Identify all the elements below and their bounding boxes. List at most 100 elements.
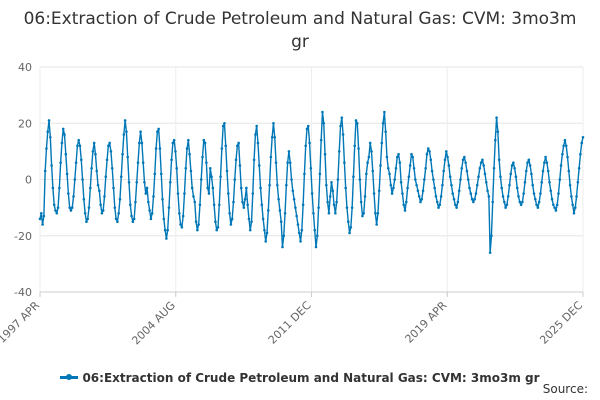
data-point[interactable] (423, 178, 426, 181)
data-point[interactable] (265, 231, 269, 235)
data-point[interactable] (573, 206, 577, 209)
data-point[interactable] (118, 197, 122, 201)
data-point[interactable] (435, 200, 439, 204)
data-point[interactable] (528, 164, 532, 167)
data-point[interactable] (219, 175, 222, 178)
data-point[interactable] (392, 186, 395, 190)
data-point[interactable] (317, 206, 320, 209)
data-point[interactable] (170, 158, 173, 162)
data-point[interactable] (196, 228, 199, 232)
data-point[interactable] (72, 195, 75, 198)
data-point[interactable] (327, 211, 331, 215)
data-point[interactable] (493, 138, 497, 142)
data-point[interactable] (116, 220, 119, 223)
source-label[interactable]: Source: (542, 382, 588, 396)
data-point[interactable] (433, 186, 436, 190)
data-point[interactable] (517, 195, 520, 198)
data-point[interactable] (192, 195, 195, 198)
data-point[interactable] (243, 197, 247, 201)
data-point[interactable] (285, 183, 288, 187)
data-point[interactable] (198, 203, 202, 207)
data-point[interactable] (540, 181, 544, 184)
data-point[interactable] (46, 130, 50, 133)
data-point[interactable] (326, 200, 329, 204)
data-point[interactable] (495, 116, 498, 119)
data-point[interactable] (172, 138, 176, 142)
data-point[interactable] (224, 144, 228, 148)
data-point[interactable] (74, 161, 78, 164)
data-point[interactable] (365, 172, 368, 176)
data-point[interactable] (429, 158, 433, 162)
data-point[interactable] (291, 189, 295, 193)
data-point[interactable] (215, 228, 218, 232)
data-point[interactable] (452, 197, 456, 201)
data-point[interactable] (335, 200, 338, 204)
data-point[interactable] (256, 141, 260, 145)
data-point[interactable] (234, 158, 238, 162)
data-point[interactable] (339, 124, 342, 128)
data-point[interactable] (553, 206, 556, 209)
data-point[interactable] (490, 234, 493, 238)
data-point[interactable] (297, 231, 301, 235)
data-point[interactable] (313, 228, 317, 232)
data-point[interactable] (570, 195, 573, 198)
data-point[interactable] (68, 206, 71, 209)
data-point[interactable] (77, 138, 80, 142)
data-point[interactable] (276, 183, 279, 187)
series-line[interactable] (39, 111, 584, 254)
data-point[interactable] (266, 209, 270, 212)
data-point[interactable] (330, 181, 333, 184)
data-point[interactable] (362, 211, 366, 215)
data-point[interactable] (272, 121, 275, 125)
data-point[interactable] (252, 158, 256, 162)
data-point[interactable] (543, 161, 546, 164)
data-point[interactable] (386, 166, 390, 170)
data-point[interactable] (322, 121, 326, 125)
data-point[interactable] (513, 166, 516, 170)
data-point[interactable] (425, 152, 429, 156)
data-point[interactable] (306, 124, 310, 128)
data-point[interactable] (153, 172, 157, 176)
data-point[interactable] (94, 152, 97, 156)
data-point[interactable] (143, 181, 146, 184)
data-point[interactable] (380, 141, 384, 145)
data-point[interactable] (110, 166, 114, 170)
data-point[interactable] (483, 172, 487, 176)
data-point[interactable] (410, 152, 413, 156)
data-point[interactable] (184, 166, 188, 170)
data-point[interactable] (319, 138, 323, 142)
data-point[interactable] (438, 203, 442, 207)
data-point[interactable] (526, 161, 529, 164)
data-point[interactable] (450, 183, 453, 187)
data-point[interactable] (446, 155, 449, 159)
data-point[interactable] (47, 119, 51, 122)
data-point[interactable] (370, 150, 373, 153)
data-point[interactable] (76, 144, 79, 148)
data-point[interactable] (473, 197, 476, 201)
data-point[interactable] (299, 240, 302, 243)
data-point[interactable] (344, 186, 347, 190)
data-point[interactable] (58, 186, 61, 190)
data-point[interactable] (41, 223, 44, 226)
data-point[interactable] (477, 175, 480, 178)
data-point[interactable] (214, 220, 217, 223)
data-point[interactable] (295, 214, 298, 218)
data-point[interactable] (576, 181, 580, 184)
data-point[interactable] (411, 155, 415, 159)
data-point[interactable] (42, 214, 46, 218)
data-point[interactable] (532, 192, 536, 195)
data-point[interactable] (43, 169, 47, 173)
data-point[interactable] (563, 138, 567, 142)
data-point[interactable] (539, 192, 542, 195)
data-point[interactable] (388, 172, 391, 176)
data-point[interactable] (202, 138, 206, 142)
data-point[interactable] (176, 192, 180, 195)
data-point[interactable] (401, 192, 404, 195)
data-point[interactable] (512, 161, 515, 164)
data-point[interactable] (220, 147, 224, 150)
data-point[interactable] (491, 200, 495, 204)
data-point[interactable] (545, 161, 549, 164)
data-point[interactable] (190, 186, 194, 190)
data-point[interactable] (566, 155, 569, 159)
data-point[interactable] (141, 161, 145, 164)
